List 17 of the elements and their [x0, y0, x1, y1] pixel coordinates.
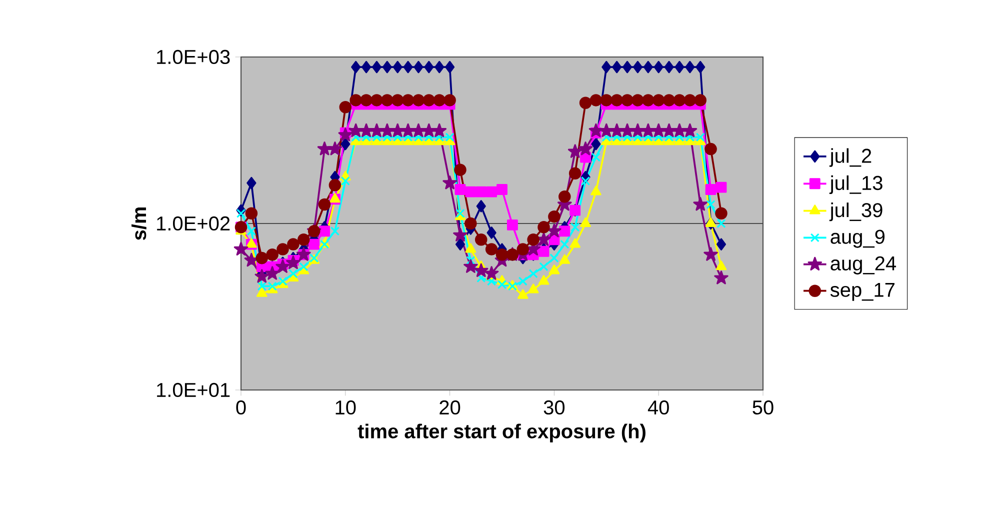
x-tick-label: 50: [752, 400, 774, 415]
x-tick-label: 30: [544, 400, 565, 415]
legend-label: jul_2: [829, 148, 872, 167]
x-axis-title: time after start of exposure (h): [358, 424, 646, 442]
y-axis-title: s/m: [131, 207, 146, 240]
legend-label: jul_39: [829, 202, 882, 222]
y-tick-label: 1.0E+03: [157, 50, 230, 64]
legend-label: jul_13: [829, 175, 882, 194]
legend-label: sep_17: [830, 282, 894, 301]
x-tick-label: 20: [440, 400, 460, 415]
legend-label: aug_24: [830, 256, 896, 274]
y-tick-label: 1.0E+02: [157, 216, 230, 231]
x-tick-label: 10: [336, 400, 356, 415]
y-tick-label: 1.0E+01: [157, 382, 230, 398]
x-tick-label: 40: [648, 400, 669, 415]
legend-label: aug_9: [830, 230, 885, 248]
x-tick-label: 0: [236, 400, 246, 415]
